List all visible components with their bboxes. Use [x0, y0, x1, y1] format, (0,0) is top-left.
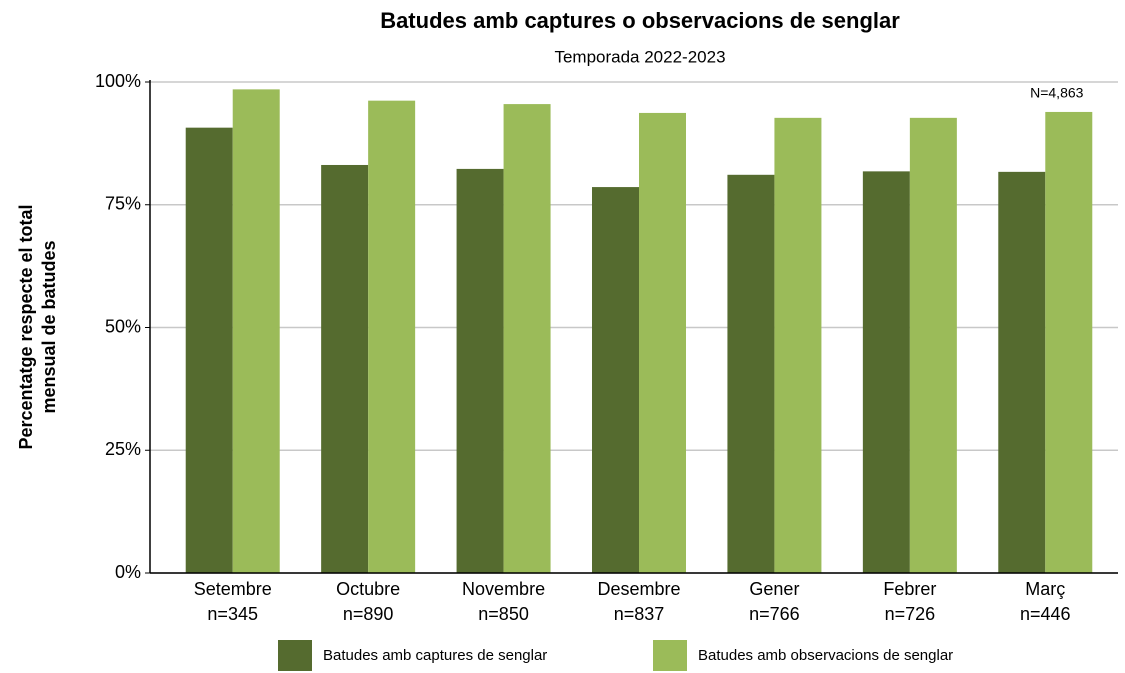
chart-subtitle: Temporada 2022-2023 — [554, 47, 725, 66]
bar — [998, 171, 1046, 573]
y-tick-label: 100% — [95, 71, 141, 91]
chart-title: Batudes amb captures o observacions de s… — [380, 8, 900, 33]
x-tick-label: Novembre — [462, 579, 545, 599]
x-tick-count: n=766 — [749, 604, 800, 624]
y-tick-label: 50% — [105, 316, 141, 336]
bar — [456, 168, 504, 574]
x-tick-label: Octubre — [336, 579, 400, 599]
y-tick-label: 75% — [105, 194, 141, 214]
bar — [592, 187, 639, 573]
annotation: N=4,863 — [1030, 85, 1084, 101]
x-tick-label: Gener — [749, 579, 799, 599]
bar — [185, 127, 233, 574]
bar — [368, 100, 416, 574]
y-tick-label: 0% — [115, 562, 141, 582]
y-axis-label: Percentatge respecte el total — [16, 204, 36, 449]
x-tick-count: n=850 — [478, 604, 529, 624]
x-tick-label: Desembre — [597, 579, 680, 599]
bar — [232, 89, 280, 574]
bar — [774, 117, 822, 573]
y-tick-label: 25% — [105, 439, 141, 459]
bar — [639, 112, 686, 574]
legend-swatch — [278, 640, 312, 671]
bar — [321, 164, 369, 573]
bar — [503, 104, 551, 573]
x-tick-label: Març — [1025, 579, 1065, 599]
x-tick-count: n=837 — [614, 604, 665, 624]
bar — [1045, 111, 1093, 574]
x-tick-count: n=345 — [207, 604, 258, 624]
legend-swatch — [653, 640, 687, 671]
x-tick-label: Setembre — [194, 579, 272, 599]
legend-label: Batudes amb observacions de senglar — [698, 647, 953, 664]
legend-label: Batudes amb captures de senglar — [323, 647, 547, 664]
x-tick-count: n=890 — [343, 604, 394, 624]
bar — [727, 174, 775, 573]
bar — [862, 171, 910, 573]
x-tick-count: n=446 — [1020, 604, 1071, 624]
y-axis-label: mensual de batudes — [39, 240, 59, 413]
x-tick-label: Febrer — [883, 579, 936, 599]
x-tick-count: n=726 — [885, 604, 936, 624]
bar — [909, 117, 957, 573]
